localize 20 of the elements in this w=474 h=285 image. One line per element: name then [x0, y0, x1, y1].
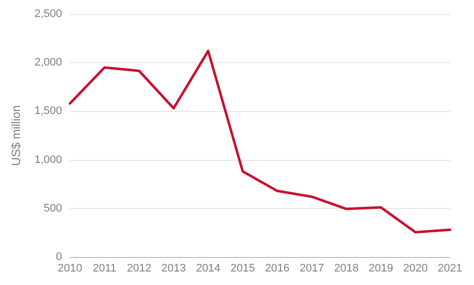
x-tick-label: 2018 — [334, 262, 359, 274]
y-tick-label: 2,000 — [34, 56, 62, 69]
y-axis-title: US$ million — [9, 105, 23, 166]
x-tick-label: 2021 — [438, 262, 462, 274]
x-tick-label: 2014 — [196, 262, 220, 274]
x-tick-label: 2020 — [403, 262, 428, 274]
line-series — [68, 50, 452, 234]
x-tick-label: 2011 — [92, 262, 116, 274]
x-tick-label: 2016 — [265, 262, 290, 274]
y-tick-label: 0 — [56, 251, 62, 263]
y-tick-label: 2,500 — [34, 8, 62, 20]
x-tick-label: 2013 — [161, 262, 186, 274]
x-tick-label: 2015 — [230, 262, 255, 274]
y-tick-label: 1,000 — [34, 154, 62, 166]
x-tick-label: 2019 — [368, 262, 394, 274]
x-tick-label: 2010 — [58, 262, 82, 274]
x-tick-label: 2017 — [300, 262, 324, 274]
y-tick-label: 1,500 — [34, 105, 62, 118]
x-tick-label: 2012 — [126, 262, 152, 274]
y-tick-label: 500 — [44, 202, 62, 214]
